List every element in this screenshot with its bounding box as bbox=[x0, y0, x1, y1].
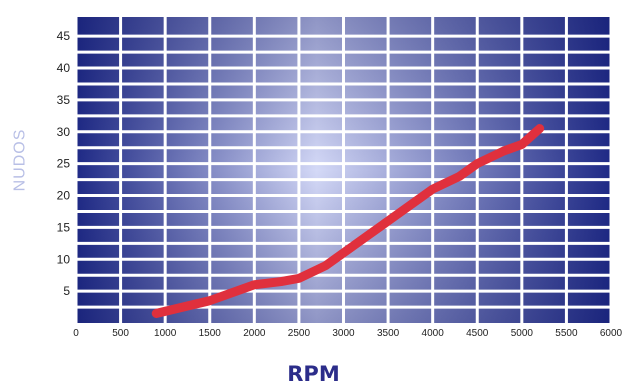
data-point bbox=[341, 250, 346, 255]
data-point bbox=[368, 231, 373, 236]
x-tick-label: 2500 bbox=[288, 328, 311, 339]
y-tick-label: 5 bbox=[63, 284, 70, 298]
y-axis-title: NUDOS bbox=[0, 120, 40, 200]
y-tick-label: 15 bbox=[57, 220, 71, 234]
y-axis-title-text: NUDOS bbox=[11, 128, 28, 192]
x-tick-label: 2000 bbox=[243, 328, 266, 339]
data-point bbox=[323, 263, 328, 268]
data-point bbox=[457, 174, 462, 179]
data-point bbox=[279, 279, 284, 284]
x-tick-label: 1000 bbox=[154, 328, 177, 339]
data-point bbox=[234, 289, 239, 294]
y-axis-ticks: 5 10 15 20 25 30 35 40 45 bbox=[57, 29, 71, 298]
data-point bbox=[154, 311, 159, 316]
x-tick-label: 3000 bbox=[332, 328, 355, 339]
data-point bbox=[386, 219, 391, 223]
x-axis-title: RPM bbox=[287, 362, 340, 386]
y-tick-label: 30 bbox=[57, 125, 71, 139]
y-tick-label: 20 bbox=[57, 189, 71, 203]
x-axis-ticks: 0 500 1000 1500 2000 2500 3000 3500 4000 4500 5000… bbox=[73, 328, 622, 339]
series-line bbox=[151, 124, 545, 318]
data-point bbox=[296, 276, 301, 281]
x-tick-label: 500 bbox=[112, 328, 129, 339]
data-point bbox=[502, 148, 506, 153]
data-point bbox=[252, 282, 257, 287]
series-layer bbox=[151, 124, 545, 318]
y-tick-label: 25 bbox=[57, 157, 71, 171]
data-point bbox=[475, 161, 480, 166]
y-tick-label: 10 bbox=[57, 252, 71, 266]
data-point bbox=[519, 142, 524, 147]
x-tick-label: 4000 bbox=[422, 328, 445, 339]
x-tick-label: 5500 bbox=[555, 328, 578, 339]
data-point bbox=[430, 187, 435, 192]
x-tick-label: 4500 bbox=[466, 328, 489, 339]
x-tick-label: 5000 bbox=[511, 328, 534, 339]
y-tick-label: 35 bbox=[57, 93, 71, 107]
data-point bbox=[181, 305, 185, 310]
data-point bbox=[537, 126, 542, 131]
x-tick-label: 1500 bbox=[199, 328, 222, 339]
y-tick-label: 45 bbox=[57, 29, 71, 43]
grid-lines bbox=[74, 17, 613, 323]
data-point bbox=[207, 298, 212, 303]
y-tick-label: 40 bbox=[57, 61, 71, 75]
x-tick-label: 3500 bbox=[377, 328, 400, 339]
data-point bbox=[412, 199, 417, 204]
x-tick-label: 6000 bbox=[600, 328, 623, 339]
x-tick-label: 0 bbox=[73, 328, 79, 339]
